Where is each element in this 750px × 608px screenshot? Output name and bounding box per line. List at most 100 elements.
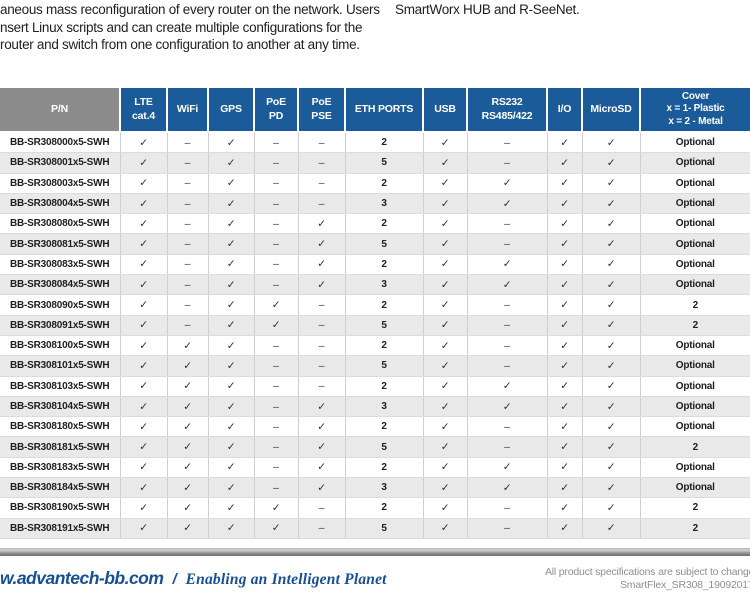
feature-cell: 5 (345, 152, 424, 174)
feature-cell: – (254, 193, 299, 215)
feature-cell: ✓ (423, 193, 468, 215)
feature-cell: ✓ (208, 152, 255, 174)
feature-cell: – (167, 254, 209, 276)
feature-cell: ✓ (208, 376, 255, 397)
table-row: BB-SR308004x5-SWH ✓ – ✓ – –3 ✓ ✓ ✓ ✓ Optional (0, 193, 750, 215)
feature-cell: ✓ (120, 355, 168, 377)
part-number-cell: BB-SR308103x5-SWH (0, 376, 121, 397)
feature-cell: ✓ (467, 457, 548, 479)
feature-cell: ✓ (120, 376, 168, 397)
feature-cell: – (467, 233, 548, 255)
column-header-pn: P/N (0, 88, 121, 133)
feature-cell: ✓ (423, 376, 468, 397)
feature-cell: 2 (640, 315, 750, 336)
feature-cell: ✓ (208, 335, 255, 357)
footer-document-id: SmartFlex_SR308_19092017d (620, 579, 750, 591)
feature-cell: 2 (345, 294, 424, 316)
feature-cell: – (254, 233, 299, 255)
feature-cell: 5 (345, 436, 424, 458)
feature-cell: ✓ (467, 376, 548, 397)
part-number-cell: BB-SR308184x5-SWH (0, 477, 121, 499)
feature-cell: – (167, 152, 209, 174)
feature-cell: 5 (345, 355, 424, 377)
feature-cell: – (467, 497, 548, 519)
feature-cell: ✓ (582, 457, 641, 479)
feature-cell: ✓ (547, 132, 583, 154)
feature-cell: ✓ (254, 518, 299, 539)
feature-cell: – (167, 233, 209, 255)
column-header-eth-ports: ETH PORTS (345, 88, 424, 133)
feature-cell: ✓ (120, 173, 168, 194)
feature-cell: – (254, 173, 299, 194)
feature-cell: 5 (345, 315, 424, 336)
part-number-cell: BB-SR308003x5-SWH (0, 173, 121, 194)
table-row: BB-SR308081x5-SWH ✓ – ✓ – ✓ 5 ✓ – ✓ ✓ Optional (0, 233, 750, 255)
feature-cell: 2 (345, 416, 424, 438)
column-header-wifi: WiFi (167, 88, 209, 133)
feature-cell: Optional (640, 213, 750, 235)
feature-cell: 2 (640, 294, 750, 316)
table-row: BB-SR308080x5-SWH ✓ – ✓ – ✓ 2 ✓ – ✓ ✓ Optional (0, 213, 750, 235)
feature-cell: ✓ (423, 477, 468, 499)
feature-cell: 5 (345, 233, 424, 255)
feature-cell: ✓ (120, 315, 168, 336)
feature-cell: 2 (345, 376, 424, 397)
feature-cell: – (298, 376, 346, 397)
feature-cell: ✓ (467, 477, 548, 499)
feature-cell: 3 (345, 274, 424, 296)
table-row: BB-SR308100x5-SWH ✓ ✓ ✓ – –2 ✓ – ✓ ✓ Optional (0, 335, 750, 357)
intro-line: aneous mass reconfiguration of every rou… (0, 2, 380, 17)
feature-cell: – (254, 152, 299, 174)
feature-cell: ✓ (208, 396, 255, 418)
table-row: BB-SR308001x5-SWH ✓ – ✓ – –5 ✓ – ✓ ✓ Optional (0, 152, 750, 174)
feature-cell: ✓ (423, 213, 468, 235)
feature-cell: ✓ (467, 254, 548, 276)
feature-cell: – (298, 315, 346, 336)
feature-cell: ✓ (167, 477, 209, 499)
feature-cell: – (467, 213, 548, 235)
feature-cell: ✓ (582, 396, 641, 418)
part-number-cell: BB-SR308080x5-SWH (0, 213, 121, 235)
table-row: BB-SR308101x5-SWH ✓ ✓ ✓ – –5 ✓ – ✓ ✓ Optional (0, 355, 750, 377)
feature-cell: ✓ (582, 193, 641, 215)
feature-cell: 2 (345, 173, 424, 194)
feature-cell: ✓ (547, 193, 583, 215)
feature-cell: ✓ (547, 233, 583, 255)
feature-cell: ✓ (547, 315, 583, 336)
feature-cell: ✓ (298, 213, 346, 235)
feature-cell: 3 (345, 396, 424, 418)
feature-cell: ✓ (208, 416, 255, 438)
feature-cell: – (254, 132, 299, 154)
column-header-io: I/O (547, 88, 583, 133)
part-number-cell: BB-SR308091x5-SWH (0, 315, 121, 336)
feature-cell: ✓ (423, 254, 468, 276)
feature-cell: ✓ (547, 396, 583, 418)
column-header-poe-pd: PoE PD (254, 88, 299, 133)
feature-cell: – (254, 254, 299, 276)
table-row: BB-SR308184x5-SWH ✓ ✓ ✓ – ✓ 3 ✓ ✓ ✓ ✓ Optional (0, 477, 750, 499)
feature-cell: Optional (640, 416, 750, 438)
feature-cell: Optional (640, 457, 750, 479)
feature-cell: Optional (640, 132, 750, 154)
feature-cell: ✓ (298, 457, 346, 479)
feature-cell: ✓ (582, 152, 641, 174)
feature-cell: ✓ (120, 396, 168, 418)
feature-cell: – (167, 132, 209, 154)
part-number-cell: BB-SR308000x5-SWH (0, 132, 121, 154)
feature-cell: ✓ (208, 274, 255, 296)
website-link[interactable]: w.advantech-bb.com (0, 568, 164, 588)
feature-cell: ✓ (582, 335, 641, 357)
feature-cell: ✓ (298, 477, 346, 499)
table-row: BB-SR308103x5-SWH ✓ ✓ ✓ – –2 ✓ ✓ ✓ ✓ Optional (0, 376, 750, 397)
feature-cell: – (254, 355, 299, 377)
feature-cell: ✓ (467, 396, 548, 418)
feature-cell: ✓ (167, 355, 209, 377)
part-number-cell: BB-SR308104x5-SWH (0, 396, 121, 418)
feature-cell: ✓ (208, 173, 255, 194)
table-row: BB-SR308090x5-SWH ✓ – ✓ ✓ –2 ✓ – ✓ ✓ 2 (0, 294, 750, 316)
column-header-gps: GPS (208, 88, 255, 133)
intro-line: SmartWorx HUB and R-SeeNet. (395, 2, 580, 17)
feature-cell: ✓ (167, 457, 209, 479)
feature-cell: ✓ (582, 355, 641, 377)
feature-cell: ✓ (582, 173, 641, 194)
